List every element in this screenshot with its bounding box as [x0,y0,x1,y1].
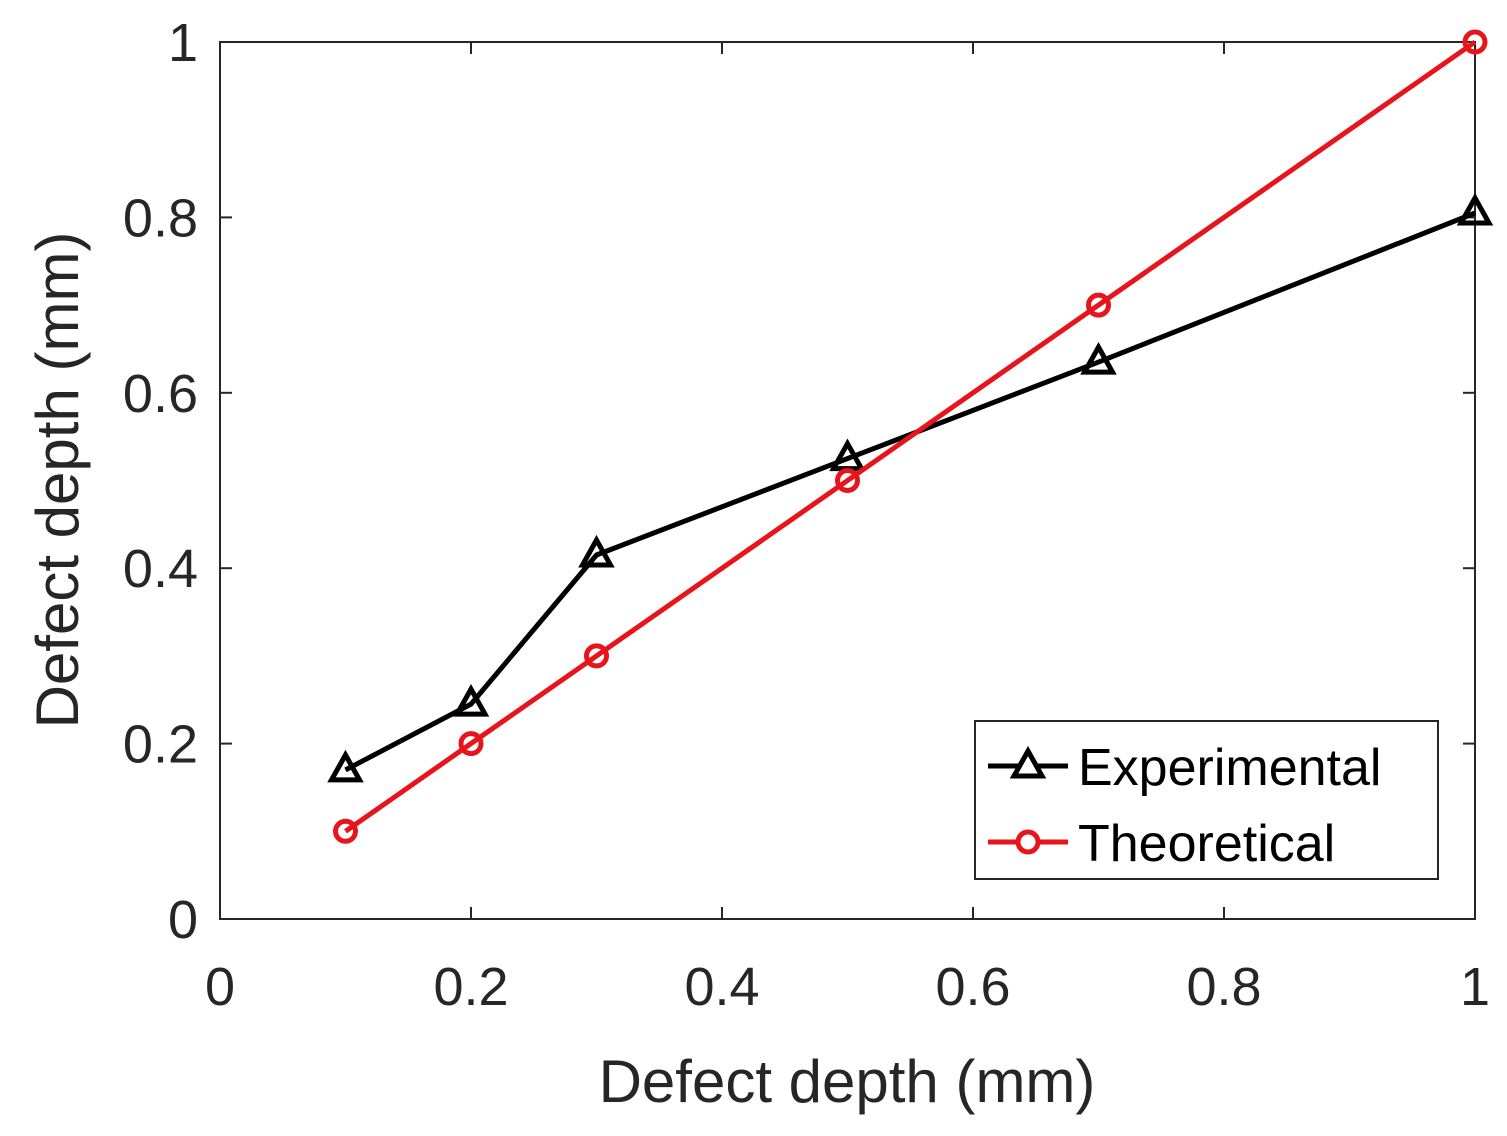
x-axis-title: Defect depth (mm) [599,1048,1096,1115]
data-point-circle [584,643,609,669]
x-tick-label: 0.8 [1186,957,1261,1017]
data-point-circle [1086,292,1111,318]
data-point-triangle [578,534,615,568]
legend: Experimental Theoretical [974,720,1439,880]
data-point-circle [1462,29,1488,55]
legend-label-theoretical: Theoretical [1078,815,1335,873]
data-point-triangle [1080,341,1117,375]
y-tick-label: 0.6 [123,364,198,424]
y-tick-label: 0.4 [123,539,198,599]
legend-marker-circle-icon [1015,829,1041,855]
x-tick-labels: 0 0.2 0.4 0.6 0.8 1 [205,957,1490,1017]
data-point-circle [333,818,358,844]
legend-box [974,720,1439,880]
y-tick-label: 0.2 [123,715,198,775]
y-tick-label: 0.8 [123,188,198,248]
x-tick-label: 0.4 [684,957,759,1017]
data-point-triangle [452,684,490,717]
x-tick-label: 1 [1460,957,1490,1017]
legend-label-experimental: Experimental [1078,739,1381,797]
y-tick-label: 0 [168,890,198,950]
data-point-circle [458,731,484,757]
plot-frame [219,41,1476,920]
y-tick-label: 1 [168,13,198,73]
x-tick-label: 0.6 [935,957,1010,1017]
y-axis-title: Defect depth (mm) [24,232,91,729]
y-tick-labels: 0 0.2 0.4 0.6 0.8 1 [123,13,198,950]
series-layer [327,29,1494,844]
series-theoretical [333,29,1488,844]
legend-marker-triangle-icon [1009,745,1047,779]
data-point-triangle [1456,192,1494,226]
series-experimental [327,192,1494,783]
data-point-circle [835,468,860,493]
series-line [344,210,1476,773]
x-tick-label: 0.2 [433,957,508,1017]
series-line [344,39,1477,834]
x-tick-label: 0 [205,957,235,1017]
data-point-triangle [327,749,364,783]
